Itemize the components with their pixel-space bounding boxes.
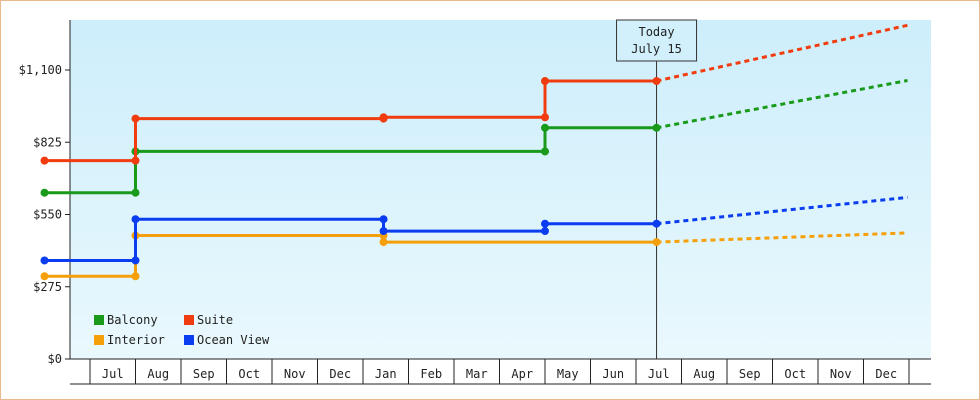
forecast-line-ocean-view [656,195,908,226]
y-tick-label: $550 [33,208,62,222]
legend-swatch [184,315,194,325]
x-tick-label: Jan [375,367,397,381]
data-point-ocean-view [131,256,140,265]
x-tick-label: Aug [693,367,715,381]
legend-swatch [94,335,104,345]
y-tick-label: $275 [33,280,62,294]
data-point-suite [131,114,140,123]
x-tick-label: Jun [602,367,624,381]
x-tick-label: Sep [739,367,761,381]
x-tick-label: Nov [830,367,852,381]
x-tick-label: Jul [648,367,670,381]
data-point-ocean-view [40,256,49,265]
data-point-ocean-view [379,227,388,236]
x-tick-label: Aug [147,367,169,381]
forecast-line-suite [656,23,908,83]
data-point-suite [541,113,549,122]
x-tick-label: Nov [284,367,306,381]
data-point-interior [379,238,388,247]
data-point-interior [652,238,661,247]
x-tick-label: Dec [875,367,897,381]
plot-area [70,20,931,359]
data-point-balcony [541,123,549,132]
forecast-line-interior [656,231,908,244]
x-tick-label: Apr [511,367,533,381]
data-point-balcony [40,188,49,197]
legend-swatch [184,335,194,345]
legend-label: Ocean View [197,333,270,347]
today-date-label: July 15 [631,42,682,56]
x-tick-label: Mar [466,367,488,381]
data-point-suite [40,156,49,165]
data-point-suite [541,77,549,86]
x-tick-label: Oct [784,367,806,381]
data-point-interior [131,272,140,281]
data-point-ocean-view [379,215,388,224]
x-tick-label: May [557,367,579,381]
y-tick-label: $825 [33,135,62,149]
data-point-interior [40,272,49,281]
data-point-suite [131,156,140,165]
data-point-ocean-view [131,215,140,224]
y-tick-label: $1,100 [19,63,62,77]
today-label: Today [638,25,674,39]
x-tick-label: Feb [420,367,442,381]
data-point-balcony [652,123,661,132]
data-point-balcony [541,147,549,156]
data-point-suite [379,113,388,122]
legend-swatch [94,315,104,325]
legend-label: Interior [107,333,165,347]
y-tick-label: $0 [48,352,62,366]
series-line-balcony [44,126,657,195]
legend-label: Balcony [107,313,158,327]
forecast-line-balcony [656,79,908,130]
legend-label: Suite [197,313,233,327]
data-point-balcony [131,188,140,197]
x-tick-label: Dec [329,367,351,381]
data-point-ocean-view [652,219,661,228]
data-point-suite [652,77,661,86]
data-point-ocean-view [541,219,549,228]
x-tick-label: Jul [102,367,124,381]
today-box [616,19,698,62]
data-point-ocean-view [541,227,549,236]
x-tick-label: Sep [193,367,215,381]
legend: Balcony Suite Interior Ocean View [94,313,270,347]
x-tick-label: Oct [238,367,260,381]
series-line-interior [44,234,657,278]
